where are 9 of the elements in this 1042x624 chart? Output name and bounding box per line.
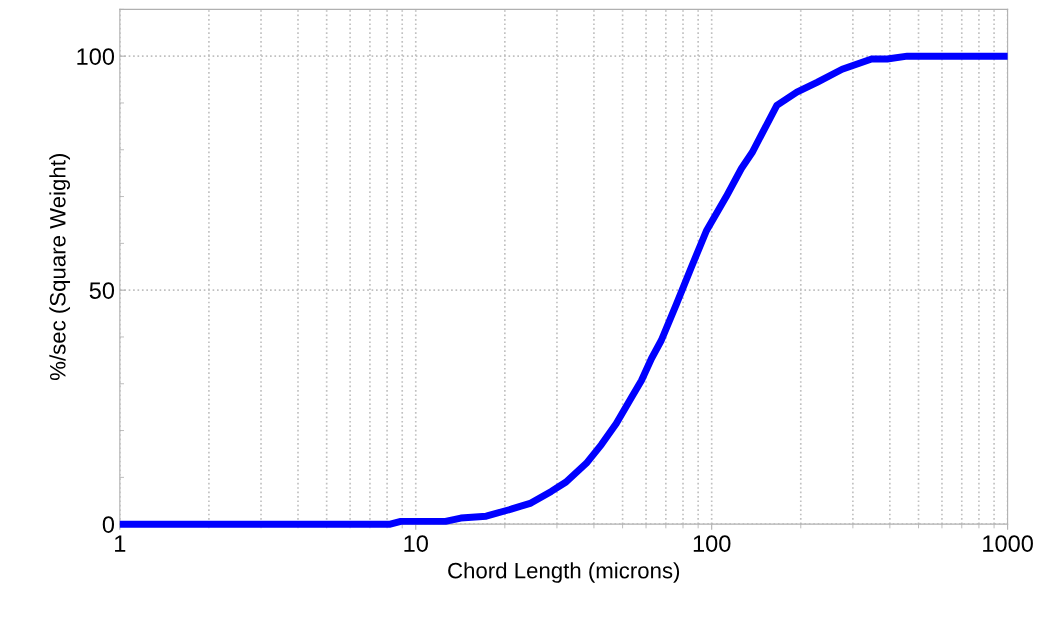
y-tick-label: 50 (89, 282, 115, 299)
x-tick-label: 1000 (983, 535, 1033, 552)
x-tick-label: 10 (404, 535, 428, 552)
y-tick-label: 100 (77, 48, 115, 65)
x-axis-title: Chord Length (microns) (448, 562, 680, 583)
y-tick-label: 0 (102, 516, 115, 533)
x-tick-label: 100 (693, 535, 731, 552)
y-axis-title: %/sec (Square Weight) (49, 154, 71, 381)
x-tick-label: 1 (115, 535, 126, 552)
